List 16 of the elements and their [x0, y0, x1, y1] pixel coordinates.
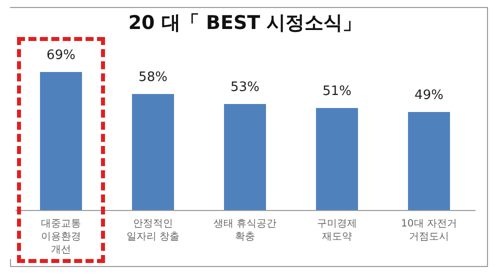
- chart-title: 20 대「 BEST 시정소식」: [128, 12, 362, 34]
- x-tick-label: 10대 자전거 거점도시: [401, 218, 457, 242]
- x-tick-label: 생태 휴식공간 확충: [213, 218, 277, 242]
- bar: [40, 72, 82, 210]
- bar: [132, 94, 174, 210]
- x-tick-label: 구미경제 재도약: [317, 218, 357, 242]
- data-label: 49%: [414, 88, 444, 103]
- x-tick-label: 안정적인 일자리 창출: [126, 218, 180, 242]
- bar: [224, 104, 266, 210]
- x-tick-label: 대중교통 이용환경 개선: [41, 218, 81, 256]
- bar: [408, 112, 450, 210]
- data-label: 51%: [322, 84, 352, 99]
- data-label: 53%: [230, 80, 260, 95]
- data-label: 58%: [138, 70, 168, 85]
- bar: [316, 108, 358, 210]
- data-label: 69%: [46, 48, 76, 63]
